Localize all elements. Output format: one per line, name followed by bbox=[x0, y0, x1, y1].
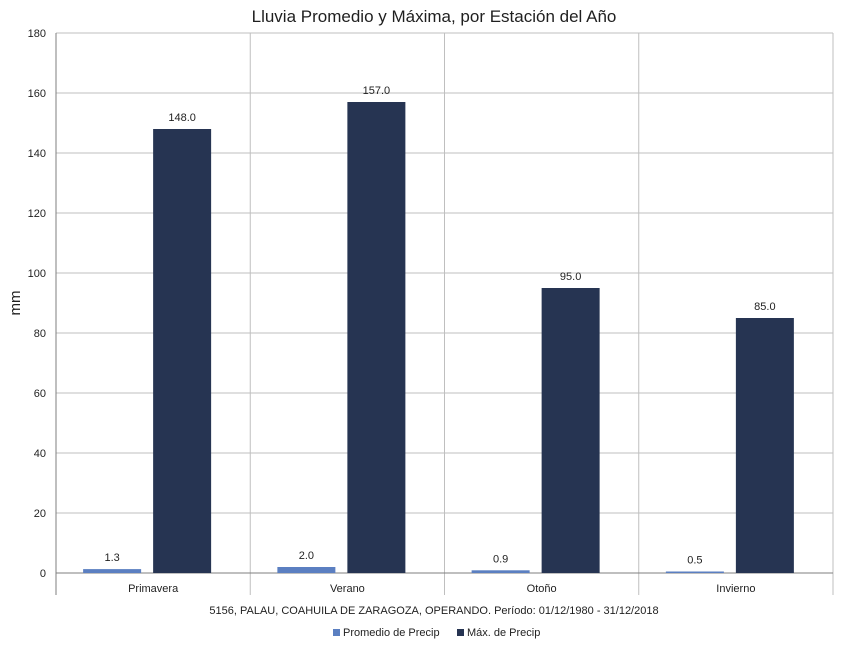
grid-layer: 0 20 40 60 80 100 120 140 160 180 bbox=[28, 28, 834, 595]
bar-promedio bbox=[277, 567, 336, 573]
data-label-maximo: 95.0 bbox=[560, 271, 581, 283]
labels-layer: 1.3 148.0 Primavera 2.0 157.0 Verano 0.9 95.0 Ot… bbox=[104, 85, 775, 595]
legend-label-maximo: Máx. de Precip bbox=[467, 627, 540, 639]
y-tick-label: 60 bbox=[34, 388, 46, 400]
y-tick-label: 180 bbox=[28, 28, 46, 40]
y-axis-label: mm bbox=[7, 291, 24, 316]
data-label-promedio: 0.9 bbox=[493, 553, 508, 565]
data-label-promedio: 0.5 bbox=[687, 555, 702, 567]
y-tick-label: 120 bbox=[28, 208, 46, 220]
y-tick-label: 80 bbox=[34, 328, 46, 340]
bar-maximo bbox=[541, 288, 600, 573]
legend-label-promedio: Promedio de Precip bbox=[343, 627, 440, 639]
bar-promedio bbox=[83, 569, 142, 573]
y-tick-label: 140 bbox=[28, 148, 46, 160]
category-label: Verano bbox=[330, 583, 365, 595]
x-axis-label: 5156, PALAU, COAHUILA DE ZARAGOZA, OPERA… bbox=[209, 605, 658, 617]
y-tick-label: 160 bbox=[28, 88, 46, 100]
y-tick-label: 40 bbox=[34, 448, 46, 460]
data-label-promedio: 2.0 bbox=[299, 550, 314, 562]
bar-maximo bbox=[153, 129, 212, 573]
y-tick-label: 100 bbox=[28, 268, 46, 280]
legend-swatch-maximo bbox=[457, 629, 464, 636]
bar-promedio bbox=[665, 571, 724, 573]
legend-swatch-promedio bbox=[333, 629, 340, 636]
data-label-promedio: 1.3 bbox=[104, 552, 119, 564]
bar-promedio bbox=[471, 570, 530, 573]
bar-maximo bbox=[347, 102, 406, 573]
legend: Promedio de Precip Máx. de Precip bbox=[333, 627, 540, 639]
data-label-maximo: 85.0 bbox=[754, 301, 775, 313]
y-tick-label: 20 bbox=[34, 508, 46, 520]
chart-title: Lluvia Promedio y Máxima, por Estación d… bbox=[252, 7, 617, 26]
category-label: Invierno bbox=[716, 583, 755, 595]
bars-layer bbox=[83, 102, 794, 573]
data-label-maximo: 148.0 bbox=[168, 112, 196, 124]
category-label: Primavera bbox=[128, 583, 179, 595]
y-tick-label: 0 bbox=[40, 568, 46, 580]
data-label-maximo: 157.0 bbox=[363, 85, 391, 97]
bar-maximo bbox=[735, 318, 794, 573]
category-label: Otoño bbox=[527, 583, 557, 595]
